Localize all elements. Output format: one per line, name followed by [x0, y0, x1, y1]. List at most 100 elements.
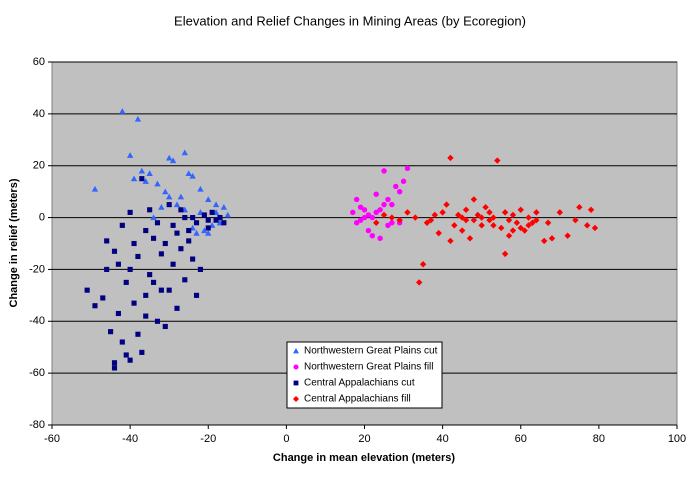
- triangle-marker: [165, 154, 173, 161]
- diamond-marker: [439, 209, 446, 216]
- square-marker: [154, 220, 161, 226]
- diamond-marker: [591, 224, 599, 232]
- diamond-marker: [525, 214, 532, 221]
- diamond-marker: [533, 209, 540, 216]
- x-tick-label: -20: [200, 433, 216, 445]
- diamond-marker: [427, 216, 435, 224]
- diamond-marker: [501, 209, 509, 216]
- diamond-marker: [517, 224, 524, 232]
- legend-text: Central Appalachians fill: [304, 394, 411, 405]
- square-marker: [143, 313, 149, 319]
- triangle-marker: [165, 193, 173, 200]
- diamond-marker: [525, 222, 532, 229]
- triangle-marker: [205, 196, 212, 202]
- triangle-marker: [189, 172, 196, 179]
- square-marker: [193, 292, 200, 298]
- triangle-marker: [162, 188, 169, 195]
- diamond-marker: [435, 229, 442, 237]
- legend-text: Northwestern Great Plains cut: [304, 346, 438, 357]
- triangle-marker: [158, 204, 165, 210]
- square-marker: [162, 323, 168, 330]
- circle-marker: [373, 209, 379, 216]
- square-marker: [135, 253, 141, 260]
- triangle-marker: [173, 201, 181, 208]
- square-marker: [178, 207, 184, 213]
- square-marker: [108, 329, 114, 335]
- circle-marker: [361, 207, 368, 213]
- square-marker: [151, 279, 157, 285]
- diamond-marker: [474, 211, 481, 219]
- diamond-marker: [419, 261, 427, 268]
- circle-marker: [404, 165, 411, 172]
- diamond-marker: [490, 222, 497, 229]
- diamond-marker: [462, 216, 470, 224]
- y-tick-label: 0: [39, 211, 45, 223]
- diamond-marker: [576, 204, 583, 211]
- triangle-marker: [119, 108, 126, 114]
- circle-marker: [361, 214, 368, 221]
- diamond-marker: [458, 214, 466, 221]
- square-marker: [186, 238, 192, 244]
- diamond-marker: [373, 219, 380, 226]
- diamond-marker: [388, 214, 396, 221]
- square-marker: [115, 310, 121, 317]
- circle-marker: [357, 217, 364, 223]
- diamond-marker: [415, 279, 423, 286]
- diamond-marker: [470, 216, 478, 224]
- circle-marker: [353, 220, 360, 226]
- diamond-marker: [486, 209, 493, 216]
- square-marker: [135, 331, 141, 337]
- diamond-marker: [462, 206, 470, 213]
- diamond-marker: [431, 211, 439, 219]
- square-marker: [221, 220, 227, 226]
- diamond-marker: [458, 227, 466, 234]
- y-tick-label: 60: [33, 56, 45, 68]
- diamond-marker: [587, 206, 595, 213]
- circle-marker: [373, 191, 379, 197]
- circle-marker: [350, 209, 356, 216]
- circle-marker: [389, 220, 395, 226]
- circle-marker: [389, 201, 395, 208]
- diamond-marker: [505, 232, 513, 239]
- circle-marker: [293, 364, 299, 370]
- square-marker: [84, 287, 90, 293]
- y-tick-label: -60: [29, 367, 45, 379]
- diamond-marker: [478, 222, 485, 229]
- square-marker: [154, 318, 161, 324]
- diamond-marker: [498, 224, 505, 232]
- square-marker: [119, 339, 125, 345]
- triangle-marker: [224, 211, 231, 218]
- square-marker: [119, 222, 125, 228]
- diamond-marker: [505, 216, 513, 224]
- square-marker: [131, 240, 137, 247]
- diamond-marker: [451, 222, 458, 229]
- triangle-marker: [181, 149, 189, 156]
- circle-marker: [400, 178, 407, 184]
- triangle-marker: [134, 115, 142, 122]
- square-marker: [170, 222, 176, 228]
- diamond-marker: [533, 216, 540, 224]
- square-marker: [158, 287, 164, 293]
- diamond-marker: [293, 396, 299, 402]
- x-tick-label: 20: [358, 433, 370, 445]
- y-tick-label: -80: [29, 419, 45, 431]
- square-marker: [115, 261, 121, 267]
- circle-marker: [385, 196, 391, 203]
- diamond-marker: [509, 227, 517, 234]
- triangle-marker: [142, 178, 149, 184]
- diamond-marker: [501, 250, 509, 258]
- diamond-marker: [404, 209, 411, 216]
- triangle-marker: [193, 229, 200, 236]
- square-marker: [174, 230, 180, 236]
- square-marker: [201, 212, 207, 218]
- circle-marker: [369, 214, 376, 221]
- diamond-marker: [380, 211, 388, 219]
- square-marker: [92, 303, 98, 309]
- square-marker: [111, 248, 118, 254]
- diamond-marker: [443, 201, 450, 208]
- diamond-marker: [470, 196, 478, 203]
- square-marker: [190, 256, 196, 262]
- square-marker: [139, 349, 145, 355]
- square-marker: [186, 227, 192, 234]
